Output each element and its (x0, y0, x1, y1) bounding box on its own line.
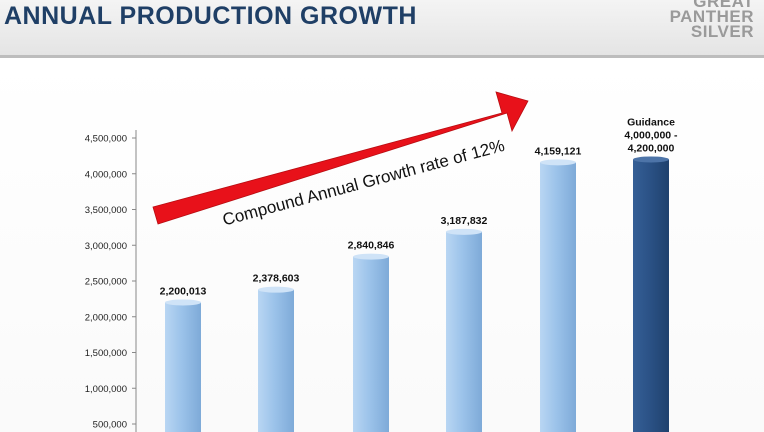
logo-line-3: SILVER (690, 22, 754, 41)
bar-top-2 (258, 286, 294, 293)
page-title: ANNUAL PRODUCTION GROWTH (4, 2, 417, 30)
bar-top-3 (353, 253, 389, 260)
bar-5 (540, 162, 576, 432)
data-label-4: 3,187,832 (441, 215, 488, 227)
data-label-3: 2,840,846 (348, 240, 395, 252)
data-label-2: 2,378,603 (253, 273, 300, 285)
y-tick-label: 1,500,000 (85, 348, 127, 359)
y-tick-label: 4,000,000 (85, 169, 127, 180)
y-tick-label: 3,000,000 (85, 241, 127, 252)
y-tick-label: 500,000 (93, 420, 127, 431)
bar-top-5 (540, 159, 576, 166)
y-tick-label: 4,500,000 (85, 134, 127, 145)
y-tick-label: 2,500,000 (85, 277, 127, 288)
bar-3 (353, 256, 389, 432)
data-label-6: Guidance (627, 116, 675, 128)
bar-6 (633, 159, 669, 432)
growth-arrow: Compound Annual Growth rate of 12% (152, 91, 529, 230)
bar-top-4 (446, 228, 482, 235)
data-label-1: 2,200,013 (160, 285, 207, 297)
y-tick-label: 2,000,000 (85, 312, 127, 323)
bar-2 (258, 289, 294, 432)
bar-4 (446, 231, 482, 432)
logo-line-2: PANTHER (669, 7, 754, 26)
logo-line-1: GREAT (693, 0, 754, 11)
data-label-5: 4,159,121 (535, 145, 582, 157)
bar-top-6 (633, 156, 669, 163)
header-bar: ANNUAL PRODUCTION GROWTH GREAT PANTHER S… (0, 0, 764, 58)
data-label-6: 4,000,000 - (624, 129, 678, 141)
y-tick-label: 3,500,000 (85, 205, 127, 216)
bar-top-1 (165, 299, 201, 306)
company-logo: GREAT PANTHER SILVER (624, 0, 754, 46)
growth-arrow-shape (152, 91, 529, 225)
data-label-6: 4,200,000 (628, 142, 675, 154)
header-divider (0, 55, 764, 58)
y-tick-label: 1,000,000 (85, 384, 127, 395)
bar-1 (165, 302, 201, 432)
